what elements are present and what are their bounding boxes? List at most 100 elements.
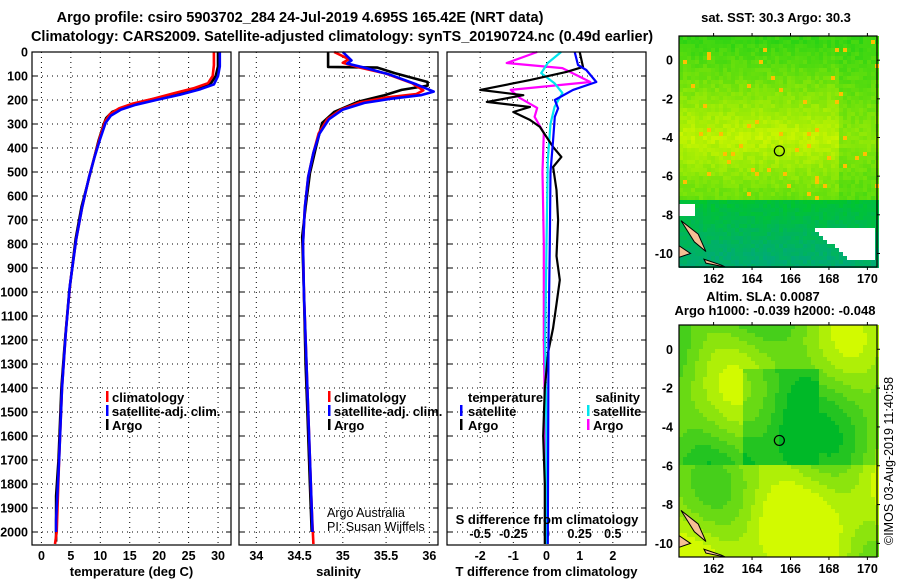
temperature-legend: climatology satellite-adj. clim. Argo: [106, 390, 220, 433]
y-tick-label: 1700: [0, 454, 28, 468]
y-tick-label: 1400: [0, 382, 28, 396]
sla-map-title-1: Altim. SLA: 0.0087: [706, 289, 819, 304]
lon-tick-label: 170: [857, 272, 878, 286]
legend-swatch-t-argo: [460, 419, 463, 430]
title-line-2: Climatology: CARS2009. Satellite-adjuste…: [31, 29, 653, 45]
x-tick-label: 5: [67, 549, 74, 563]
lat-tick-label: -8: [662, 498, 673, 512]
x-tick-label: 25: [182, 549, 196, 563]
lat-tick-label: -2: [662, 382, 673, 396]
x-tick-label: 1: [576, 549, 583, 563]
map-cells: [679, 36, 879, 268]
y-tick-label: 500: [7, 166, 28, 180]
profile-location-marker: [773, 434, 785, 447]
legend-label: Argo: [334, 418, 364, 433]
legend-swatch-satellite: [106, 405, 109, 416]
x-axis-label: salinity: [316, 564, 362, 579]
lat-tick-label: -8: [662, 208, 673, 222]
y-tick-label: 600: [7, 190, 28, 204]
lat-tick-label: 0: [666, 54, 673, 68]
sla-map: 162 164 166 168 170 0 -2 -4 -6 -8 -10: [655, 322, 880, 576]
x-tick-label: 0: [38, 549, 45, 563]
y-tick-label: 1900: [0, 502, 28, 516]
lat-tick-label: -6: [662, 459, 673, 473]
legend-label: satellite: [593, 404, 641, 419]
map-frame: [678, 324, 878, 558]
profile-location-marker: [773, 145, 785, 157]
x-tick-label: 2: [609, 549, 616, 563]
island-shape: [680, 510, 707, 542]
lon-tick-label: 168: [819, 272, 840, 286]
lon-tick-label: 166: [780, 562, 801, 576]
copyright-stamp: ©IMOS 03-Aug-2019 11:40:58: [882, 377, 896, 545]
x-tick-label: 36: [422, 549, 436, 563]
legend-label: Argo: [593, 418, 623, 433]
map-frame: [678, 35, 878, 268]
y-tick-label: 1300: [0, 358, 28, 372]
legend-swatch-climatology: [106, 391, 109, 402]
y-tick-label: 400: [7, 142, 28, 156]
x-tick-label: 0: [543, 549, 550, 563]
lon-tick-label: 170: [857, 562, 878, 576]
series-line-salinity-satellite: [540, 51, 564, 544]
plot-frame: [446, 51, 647, 546]
difference-panel: -2 -1 0 1 2-0.5 -0.25 0 0.25 0.5T difference fro…: [446, 50, 647, 579]
plot-frame: [238, 51, 439, 546]
s-tick-label: 0.5: [604, 527, 621, 541]
island-shape: [680, 220, 707, 252]
title-line-1: Argo profile: csiro 5903702_284 24-Jul-2…: [57, 10, 544, 26]
y-tick-label: 700: [7, 214, 28, 228]
y-tick-label: 1500: [0, 406, 28, 420]
legend-swatch-t-satellite: [460, 405, 463, 416]
series-line-temperature-argo: [479, 51, 585, 544]
y-tick-label: 800: [7, 238, 28, 252]
y-tick-label: 1800: [0, 478, 28, 492]
y-tick-label: 900: [7, 262, 28, 276]
salinity-legend: climatology satellite-adj. clim. Argo Ar…: [327, 390, 442, 534]
x-tick-label: 30: [211, 549, 225, 563]
y-tick-label: 0: [21, 46, 28, 60]
legend-swatch-climatology: [328, 391, 331, 402]
series-line-satellite-adj-clim-: [301, 51, 436, 533]
legend-title-temperature: temperature: [468, 390, 543, 405]
x-tick-label: 20: [152, 549, 166, 563]
x-axis-label: T difference from climatology: [455, 564, 638, 579]
legend-label: climatology: [112, 390, 185, 405]
y-tick-label: 1100: [1, 310, 28, 324]
s-tick-label: 0.25: [567, 527, 591, 541]
x-tick-label: 35: [336, 549, 350, 563]
s-tick-label: -0.25: [499, 527, 528, 541]
legend-label: Argo: [468, 418, 498, 433]
lat-tick-label: -4: [662, 131, 673, 145]
y-tick-label: 200: [7, 94, 28, 108]
x-axis-label: temperature (deg C): [70, 564, 194, 579]
difference-legend: temperature satellite Argo salinity sate…: [456, 390, 642, 527]
lat-tick-label: -4: [662, 420, 673, 434]
salinity-panel: 34 34.5 35 35.5 36 salinity: [238, 50, 439, 579]
series-line-temperature-satellite: [546, 51, 598, 545]
lon-tick-label: 166: [780, 272, 801, 286]
legend-label: satellite-adj. clim.: [112, 404, 220, 419]
temperature-panel: 0100200300400500600700800900100011001200…: [0, 46, 232, 579]
credit-line-1: Argo Australia: [327, 506, 405, 520]
legend-swatch-argo: [106, 419, 109, 430]
x-tick-label: 10: [93, 549, 107, 563]
series-line-salinity-argo: [505, 50, 592, 544]
legend-label: climatology: [334, 390, 407, 405]
y-tick-label: 1200: [0, 334, 28, 348]
x-tick-label: 35.5: [374, 549, 398, 563]
legend-label: satellite-adj. clim.: [334, 404, 442, 419]
legend-label: satellite: [468, 404, 516, 419]
s-tick-label: -0.5: [469, 527, 491, 541]
y-tick-label: 100: [7, 70, 28, 84]
series-line-climatology: [53, 52, 216, 545]
sst-map-title: sat. SST: 30.3 Argo: 30.3: [701, 10, 851, 25]
lon-tick-label: 168: [819, 562, 840, 576]
series-line-satellite-adj-clim-: [54, 52, 222, 532]
legend-swatch-s-argo: [587, 419, 590, 430]
lon-tick-label: 164: [742, 562, 763, 576]
y-tick-label: 2000: [0, 526, 28, 540]
s-axis-label: S difference from climatology: [456, 512, 640, 527]
lat-tick-label: -2: [662, 92, 673, 106]
lat-tick-label: -10: [655, 247, 673, 261]
